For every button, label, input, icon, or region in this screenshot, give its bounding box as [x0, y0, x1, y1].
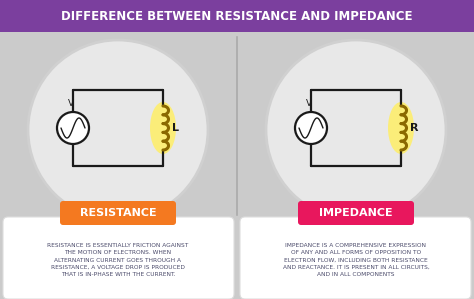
Text: V: V — [306, 99, 312, 108]
Text: L: L — [172, 123, 179, 133]
FancyBboxPatch shape — [298, 201, 414, 225]
Circle shape — [57, 112, 89, 144]
Text: IMPEDANCE: IMPEDANCE — [319, 208, 393, 218]
Circle shape — [266, 40, 446, 220]
Text: IMPEDANCE IS A COMPREHENSIVE EXPRESSION
OF ANY AND ALL FORMS OF OPPOSITION TO
EL: IMPEDANCE IS A COMPREHENSIVE EXPRESSION … — [283, 243, 429, 277]
Text: DIFFERENCE BETWEEN RESISTANCE AND IMPEDANCE: DIFFERENCE BETWEEN RESISTANCE AND IMPEDA… — [61, 10, 413, 22]
Text: V: V — [68, 99, 74, 108]
Ellipse shape — [150, 102, 176, 154]
Text: RESISTANCE IS ESSENTIALLY FRICTION AGAINST
THE MOTION OF ELECTRONS. WHEN
ALTERNA: RESISTANCE IS ESSENTIALLY FRICTION AGAIN… — [47, 243, 189, 277]
Circle shape — [295, 112, 327, 144]
FancyBboxPatch shape — [3, 217, 234, 299]
Text: RESISTANCE: RESISTANCE — [80, 208, 156, 218]
Ellipse shape — [388, 102, 414, 154]
Text: R: R — [410, 123, 419, 133]
FancyBboxPatch shape — [60, 201, 176, 225]
Circle shape — [28, 40, 208, 220]
FancyBboxPatch shape — [0, 0, 474, 32]
FancyBboxPatch shape — [240, 217, 471, 299]
